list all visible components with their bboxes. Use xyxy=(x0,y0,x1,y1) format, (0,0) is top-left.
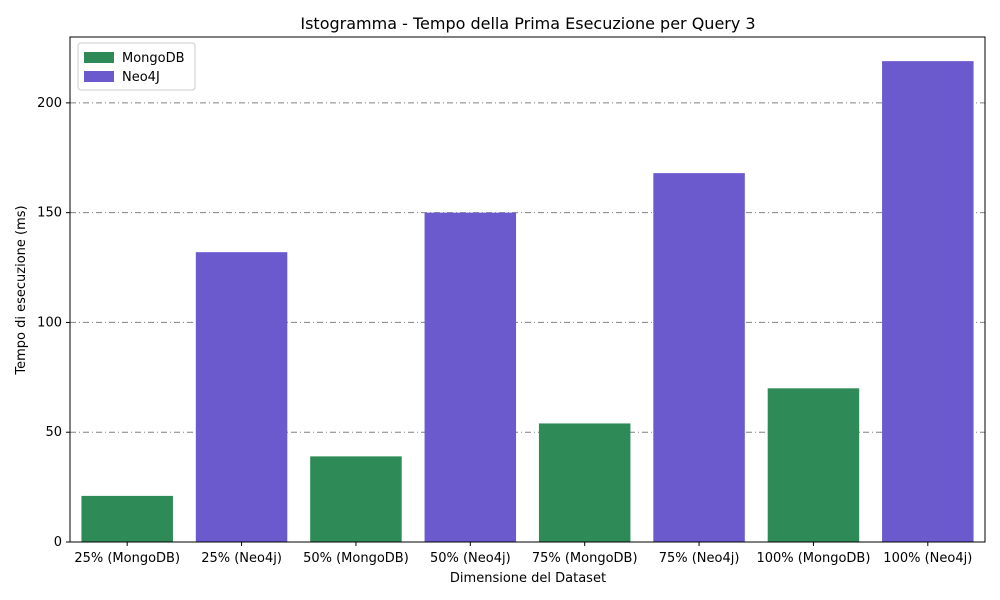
y-tick-label: 200 xyxy=(37,96,62,111)
bar-75-neo4j xyxy=(653,173,745,542)
y-tick-label: 0 xyxy=(54,535,62,550)
x-axis: 25% (MongoDB) 25% (Neo4j) 50% (MongoDB) 50%… xyxy=(74,542,972,566)
x-tick-label: 50% (MongoDB) xyxy=(303,551,409,566)
x-tick-label: 25% (MongoDB) xyxy=(74,551,180,566)
y-tick-label: 50 xyxy=(45,425,62,440)
bar-100-neo4j xyxy=(882,61,974,543)
legend-label: MongoDB xyxy=(122,51,185,66)
x-tick-label: 75% (Neo4j) xyxy=(659,551,740,566)
y-axis-label: Tempo di esecuzione (ms) xyxy=(14,205,29,375)
x-axis-label: Dimensione del Dataset xyxy=(450,571,606,586)
y-tick-label: 100 xyxy=(37,315,62,330)
x-tick-label: 75% (MongoDB) xyxy=(532,551,638,566)
x-tick-label: 100% (Neo4j) xyxy=(883,551,972,566)
x-tick-label: 25% (Neo4j) xyxy=(201,551,282,566)
bar-75-mongodb xyxy=(538,423,631,542)
bars xyxy=(81,61,974,543)
plot-frame xyxy=(69,36,986,543)
bar-50-neo4j xyxy=(424,212,517,543)
legend-swatch xyxy=(84,52,114,63)
bar-50-mongodb xyxy=(310,456,402,542)
y-tick-label: 150 xyxy=(37,206,62,221)
legend-label: Neo4J xyxy=(122,70,160,85)
bar-25-mongodb xyxy=(81,495,173,542)
legend: MongoDB Neo4J xyxy=(77,42,196,91)
bar-100-mongodb xyxy=(767,388,860,542)
y-axis: 0 50 100 150 200 xyxy=(37,96,70,550)
x-tick-label: 50% (Neo4j) xyxy=(430,551,511,566)
x-tick-label: 100% (MongoDB) xyxy=(756,551,870,566)
bar-25-neo4j xyxy=(195,252,288,542)
legend-swatch xyxy=(84,71,114,82)
chart-title: Istogramma - Tempo della Prima Esecuzion… xyxy=(300,14,755,33)
